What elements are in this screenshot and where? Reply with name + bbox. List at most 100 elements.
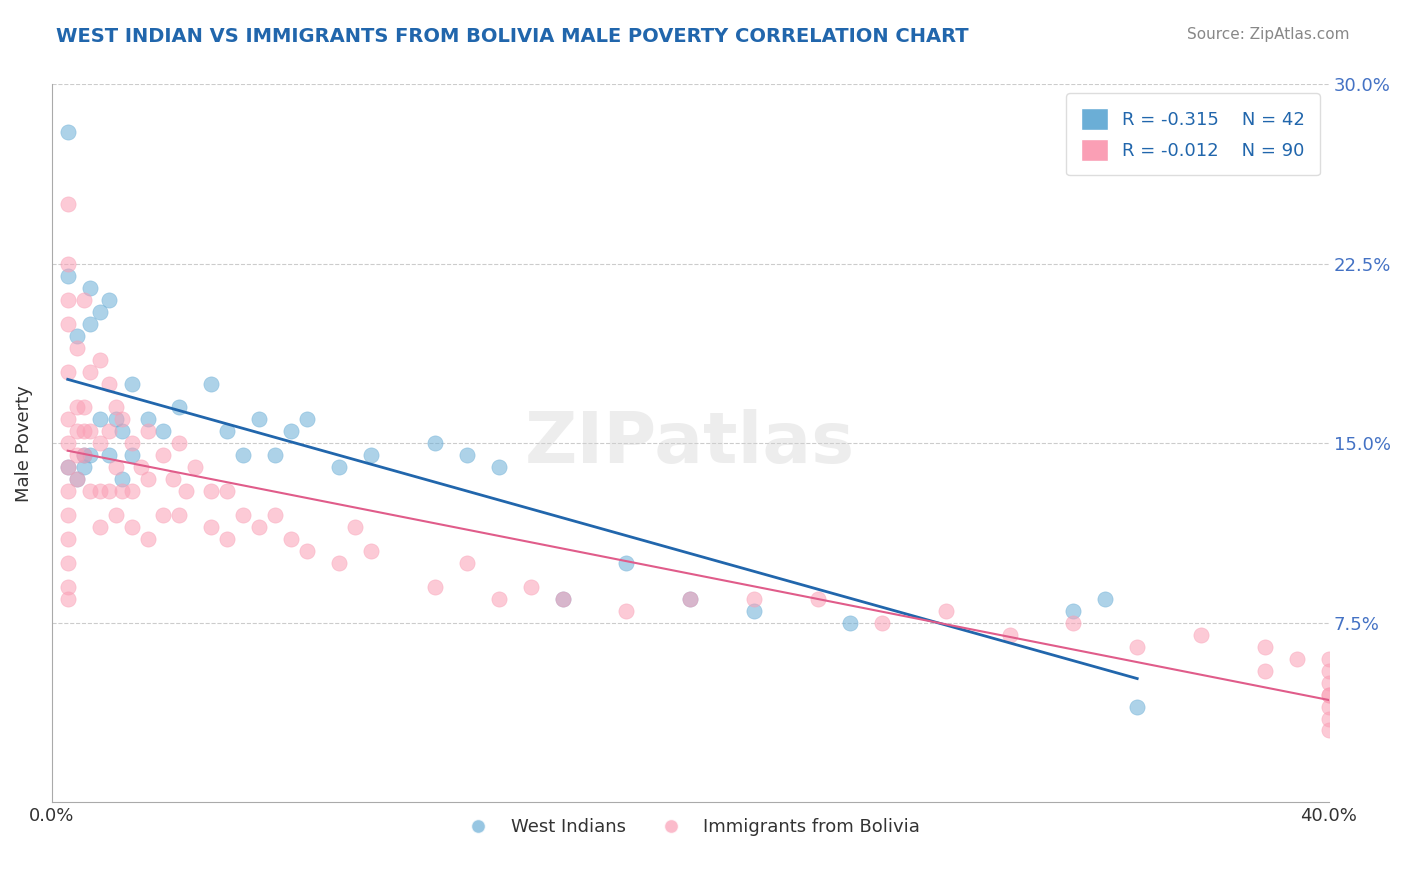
Point (136, 412, 159, 426)
Point (1317, 651, 1340, 665)
Point (1317, 699, 1340, 714)
Point (742, 591, 765, 606)
Point (456, 556, 478, 570)
Point (73, 448, 96, 462)
Point (328, 460, 350, 475)
Point (66, 401, 89, 415)
Point (488, 460, 510, 475)
Point (104, 508, 127, 523)
Point (79, 484, 101, 499)
Point (66, 328, 89, 343)
Point (1126, 640, 1149, 654)
Point (111, 425, 134, 439)
Point (89, 304, 111, 318)
Point (162, 472, 184, 486)
Point (264, 508, 287, 523)
Point (73, 425, 96, 439)
Point (551, 591, 574, 606)
Point (66, 341, 89, 355)
Point (56, 484, 79, 499)
Point (838, 615, 860, 630)
Point (935, 604, 957, 618)
Point (616, 604, 638, 618)
Point (73, 401, 96, 415)
Point (679, 591, 702, 606)
Point (56, 125, 79, 139)
Point (200, 520, 222, 534)
Point (56, 508, 79, 523)
Point (79, 317, 101, 331)
Point (98, 425, 121, 439)
Point (519, 580, 541, 594)
Point (111, 472, 134, 486)
Point (56, 257, 79, 271)
Point (152, 448, 174, 462)
Point (111, 412, 134, 426)
Point (1062, 604, 1084, 618)
Point (1317, 688, 1340, 702)
Point (121, 448, 143, 462)
Point (136, 472, 159, 486)
Point (152, 425, 174, 439)
Point (56, 317, 79, 331)
Point (998, 628, 1021, 642)
Point (1317, 664, 1340, 678)
Text: ZIPatlas: ZIPatlas (526, 409, 855, 478)
Point (1254, 664, 1277, 678)
Point (174, 484, 197, 499)
Point (200, 484, 222, 499)
Point (344, 520, 367, 534)
Point (217, 425, 239, 439)
Point (66, 448, 89, 462)
Point (232, 448, 254, 462)
Point (56, 532, 79, 546)
Point (73, 293, 96, 307)
Point (66, 425, 89, 439)
Point (66, 472, 89, 486)
Point (200, 376, 222, 391)
Point (1317, 712, 1340, 726)
Legend: West Indians, Immigrants from Bolivia: West Indians, Immigrants from Bolivia (453, 811, 928, 844)
Point (423, 580, 446, 594)
Text: WEST INDIAN VS IMMIGRANTS FROM BOLIVIA MALE POVERTY CORRELATION CHART: WEST INDIAN VS IMMIGRANTS FROM BOLIVIA M… (56, 27, 969, 45)
Point (328, 556, 350, 570)
Point (1062, 615, 1084, 630)
Point (232, 508, 254, 523)
Point (616, 556, 638, 570)
Point (423, 436, 446, 450)
Point (295, 544, 318, 558)
Point (56, 365, 79, 379)
Point (1317, 723, 1340, 738)
Point (56, 412, 79, 426)
Point (56, 293, 79, 307)
Point (1094, 591, 1116, 606)
Point (247, 412, 270, 426)
Point (247, 520, 270, 534)
Point (56, 436, 79, 450)
Point (121, 436, 143, 450)
Point (98, 448, 121, 462)
Point (89, 436, 111, 450)
Point (79, 448, 101, 462)
Point (56, 460, 79, 475)
Point (1126, 699, 1149, 714)
Point (217, 484, 239, 499)
Point (89, 520, 111, 534)
Point (280, 425, 302, 439)
Point (121, 484, 143, 499)
Point (104, 401, 127, 415)
Point (56, 197, 79, 211)
Point (79, 365, 101, 379)
Point (98, 484, 121, 499)
Point (56, 580, 79, 594)
Point (1317, 688, 1340, 702)
Point (56, 556, 79, 570)
Point (152, 508, 174, 523)
Point (1189, 628, 1212, 642)
Point (1317, 675, 1340, 690)
Point (184, 460, 207, 475)
Point (56, 268, 79, 283)
Point (169, 436, 191, 450)
Point (73, 448, 96, 462)
Text: Source: ZipAtlas.com: Source: ZipAtlas.com (1187, 27, 1350, 42)
